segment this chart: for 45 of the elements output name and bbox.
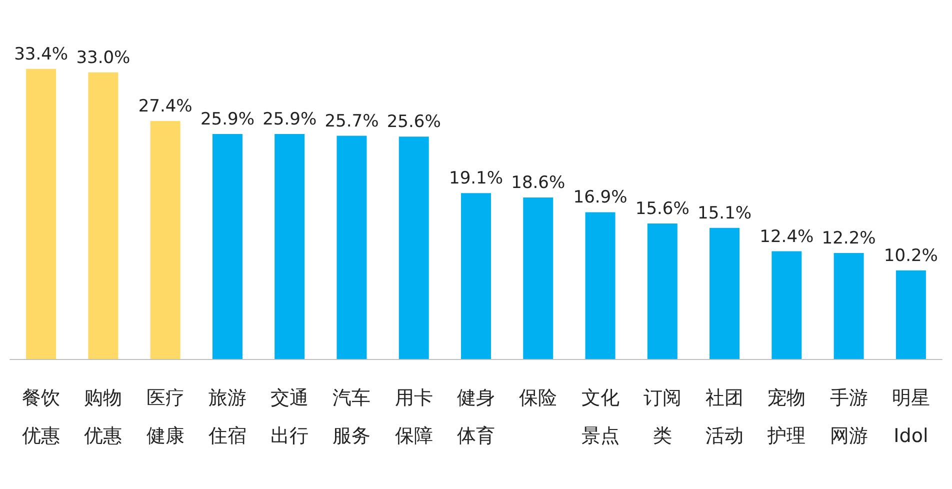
x-tick-label: 文化景点 (581, 387, 620, 447)
x-tick-label: 餐饮优惠 (22, 387, 60, 447)
bar (274, 134, 305, 359)
bar (772, 251, 802, 359)
bar (896, 270, 926, 359)
data-label: 16.9% (573, 188, 628, 208)
data-label: 12.2% (822, 228, 876, 249)
x-tick-label: 汽车服务 (332, 387, 371, 447)
x-tick-label: 社团活动 (706, 387, 744, 447)
bar (336, 136, 367, 359)
data-label: 12.4% (760, 226, 814, 247)
data-label: 10.2% (884, 246, 938, 266)
x-tick-label: 购物优惠 (84, 387, 122, 447)
data-label: 25.9% (262, 110, 317, 130)
x-tick-label: 明星Idol (892, 387, 930, 447)
x-tick-label: 交通出行 (270, 387, 309, 447)
bar (647, 224, 678, 359)
data-label: 15.1% (698, 203, 752, 224)
bar (150, 121, 180, 359)
bar (834, 253, 864, 359)
x-tick-label: 健身体育 (457, 387, 495, 447)
x-tick-label: 旅游住宿 (207, 387, 246, 447)
x-tick-label: 医疗健康 (146, 387, 184, 447)
x-tick-label: 订阅类 (643, 387, 682, 447)
x-tick-label: 宠物护理 (766, 387, 806, 447)
data-label: 25.9% (200, 110, 254, 130)
bar (398, 136, 429, 359)
data-label: 25.7% (324, 111, 379, 132)
bar (26, 68, 56, 359)
x-tick-label: 手游网游 (830, 387, 868, 447)
data-label: 33.4% (14, 44, 68, 64)
bar (585, 212, 616, 359)
data-label: 19.1% (448, 168, 504, 189)
bar (523, 197, 554, 359)
data-label: 15.6% (635, 199, 690, 220)
x-tick-label: 用卡保障 (394, 387, 433, 447)
data-label: 18.6% (511, 172, 566, 193)
bar (212, 134, 242, 359)
data-label: 25.6% (386, 112, 441, 132)
bar (710, 228, 740, 359)
x-tick-label: 保险 (519, 387, 558, 409)
data-label: 27.4% (138, 96, 192, 117)
bar (461, 193, 491, 359)
bar (88, 72, 118, 359)
data-label: 33.0% (76, 48, 130, 68)
